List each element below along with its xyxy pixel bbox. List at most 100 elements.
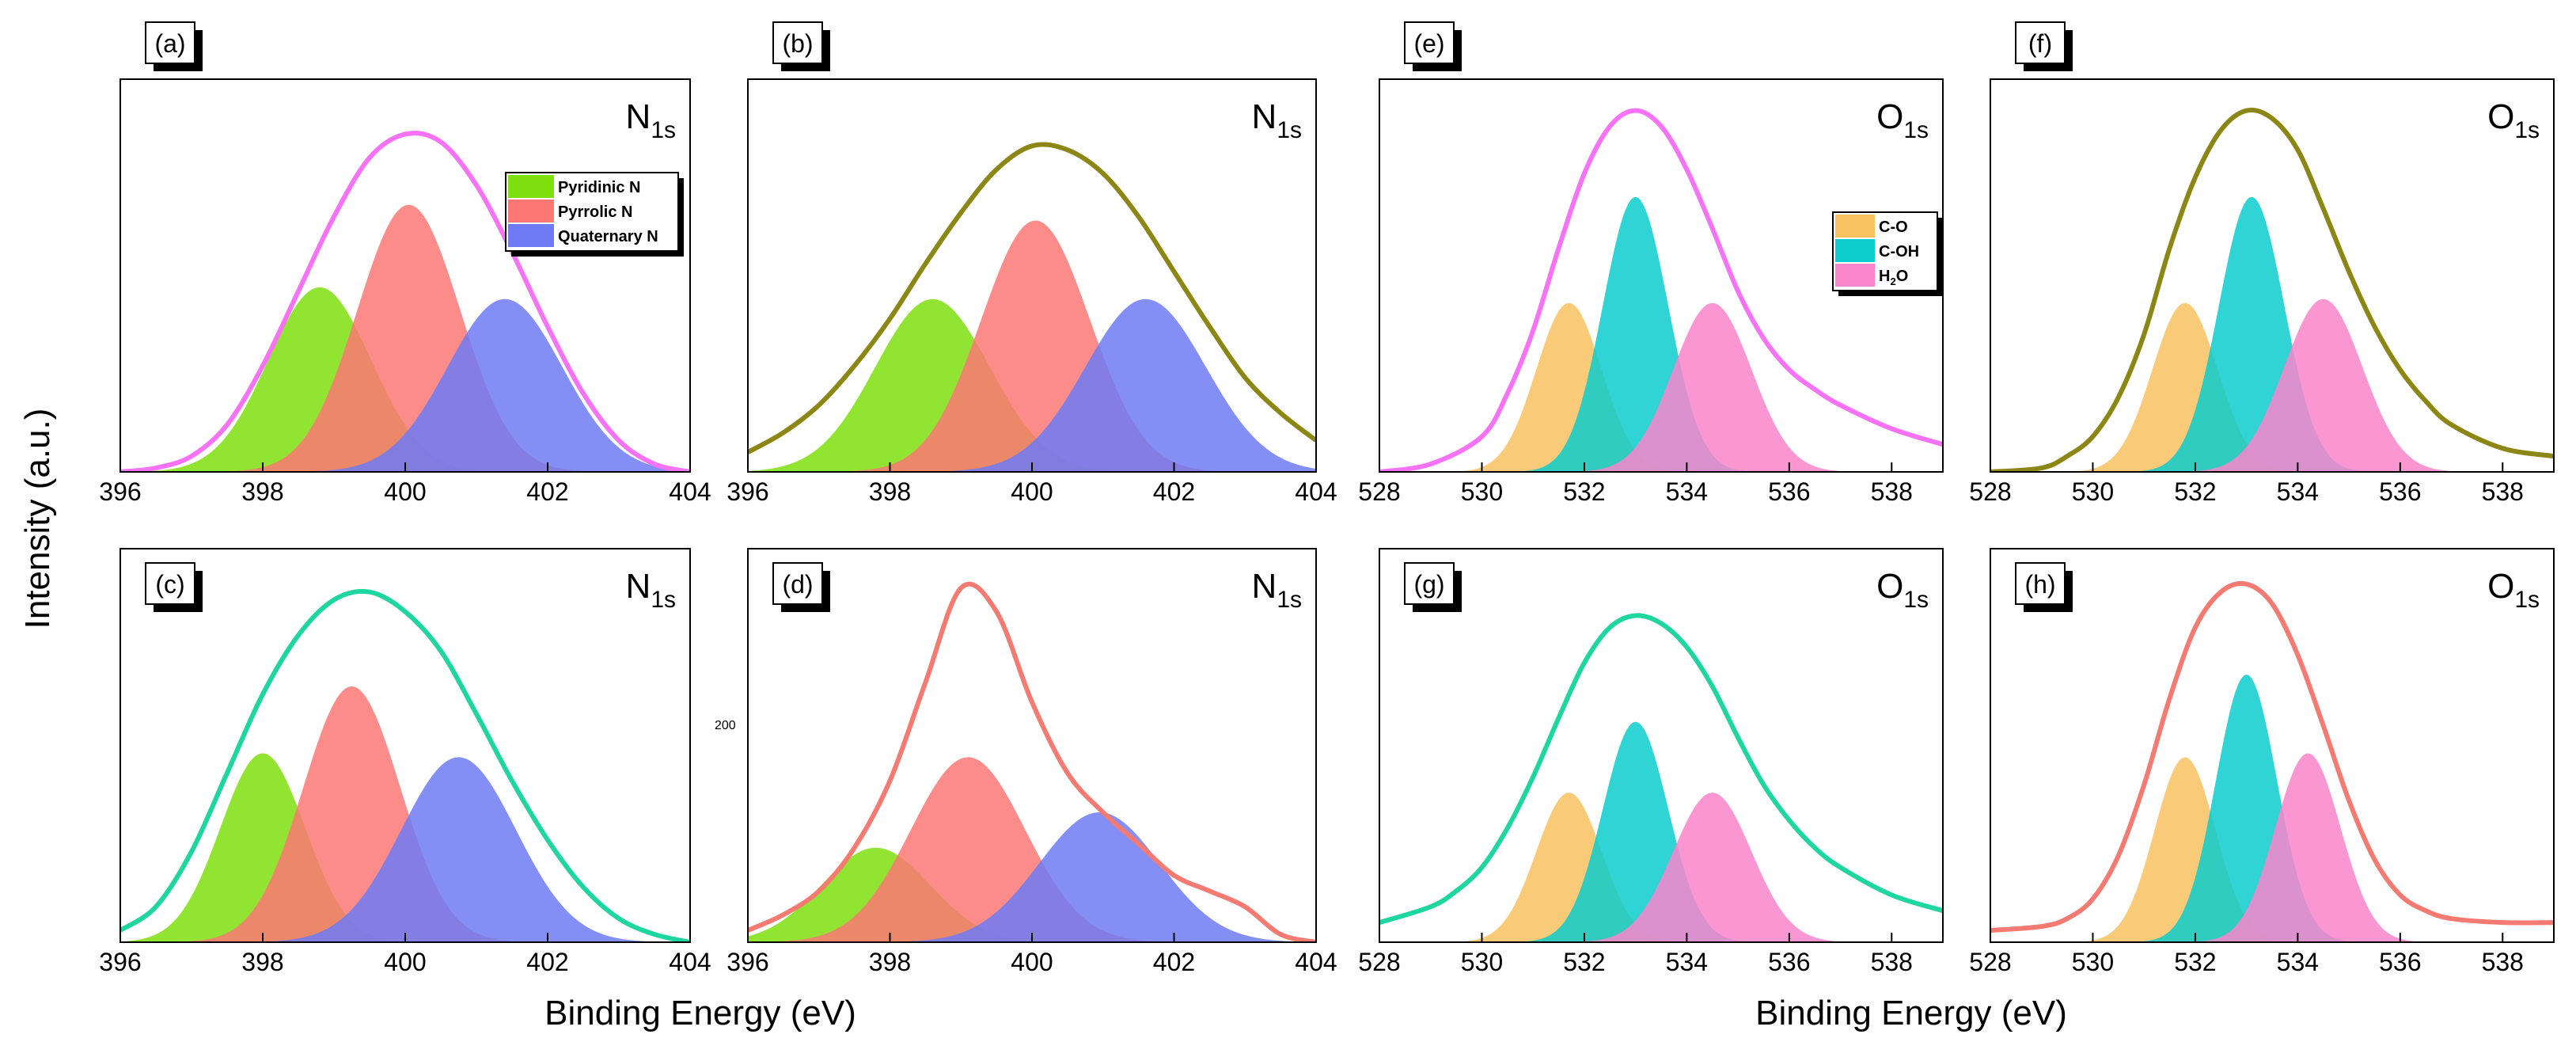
panel-a: 396 398 400 402 404 N1s (a) Pyridinic N Pyrrolic… [99,21,711,506]
panel-tag: (d) [772,562,830,612]
envelope-curve [120,131,690,472]
core-level-label: N1s [1252,567,1302,613]
peak-c-o [1379,302,1943,472]
peak-c-oh [1379,721,1943,942]
x-tick-label: 530 [1461,948,1503,976]
svg-text:(f): (f) [2028,29,2052,58]
peak-pyridinic-n [120,753,690,942]
x-tick-label: 530 [2072,948,2114,976]
x-axis-title-right: Binding Energy (eV) [1755,994,2067,1032]
legend-swatch [1835,264,1875,287]
stray-axis-label: 200 [715,719,736,732]
peak-c-o [1379,793,1943,942]
panel-frame [1990,548,2555,943]
x-tick-label: 398 [869,948,911,976]
y-axis-title: Intensity (a.u.) [18,409,57,629]
x-tick-label: 538 [1871,477,1913,506]
x-tick-label: 536 [2379,948,2421,976]
core-level-label: N1s [626,97,676,143]
x-tick-label: 396 [99,948,141,976]
svg-text:(d): (d) [782,570,813,599]
x-tick-label: 398 [241,948,283,976]
envelope-curve [1379,108,1943,472]
peak-h2o [1990,298,2554,472]
x-tick-label: 532 [1563,477,1605,506]
x-tick-label: 532 [1563,948,1605,976]
x-tick-label: 404 [669,477,711,506]
core-level-label: N1s [1252,97,1302,143]
x-tick-label: 536 [1768,948,1810,976]
core-level-label: O1s [1876,567,1929,613]
core-level-label: O1s [2487,567,2540,613]
peak-pyrrolic-n [748,220,1316,472]
panel-tag: (a) [145,21,203,71]
legend-swatch [1835,215,1875,238]
peak-h2o [1379,302,1943,472]
peak-quaternary-n [120,757,690,942]
legend-swatch [508,200,554,222]
x-tick-label: 536 [2379,477,2421,506]
legend: C-O C-OH H2O [1832,211,1943,296]
peak-pyrrolic-n [748,757,1316,942]
plot-area [1379,108,1943,472]
x-tick-label: 538 [2482,948,2524,976]
x-tick-label: 402 [1153,948,1195,976]
x-tick-label: 532 [2174,948,2216,976]
x-tick-label: 534 [1666,477,1708,506]
x-tick-label: 532 [2174,477,2216,506]
x-tick-label: 404 [1295,948,1337,976]
panel-b: 396 398 400 402 404 N1s (b) [727,21,1337,506]
peak-quaternary-n [748,298,1316,472]
panel-tag: (b) [772,21,830,71]
x-tick-label: 400 [384,948,426,976]
legend-label: C-O [1879,219,1908,236]
x-tick-label: 400 [1011,477,1053,506]
panel-tag: (e) [1404,21,1462,71]
svg-text:(h): (h) [2024,570,2055,599]
x-tick-label: 528 [1358,477,1400,506]
plot-area [120,588,690,942]
x-tick-label: 534 [1666,948,1708,976]
x-tick-label: 528 [1969,477,2011,506]
legend-label: Quaternary N [558,228,658,245]
x-tick-label: 400 [384,477,426,506]
x-tick-label: 534 [2277,948,2319,976]
x-tick-label: 528 [1358,948,1400,976]
plot-area [120,131,690,472]
x-tick-label: 530 [1461,477,1503,506]
legend: Pyridinic N Pyrrolic N Quaternary N [505,172,684,257]
core-level-label: O1s [1876,97,1929,143]
x-tick-label: 402 [526,477,568,506]
x-tick-label: 528 [1969,948,2011,976]
x-tick-label: 530 [2072,477,2114,506]
peak-h2o [1379,793,1943,942]
x-tick-label: 396 [99,477,141,506]
x-tick-label: 396 [727,948,768,976]
legend-label: C-OH [1879,243,1919,260]
x-tick-label: 404 [669,948,711,976]
panel-tag: (g) [1404,562,1462,612]
x-tick-label: 398 [869,477,911,506]
peak-h2o [1990,753,2554,942]
legend-swatch [508,224,554,247]
plot-area [748,142,1316,472]
legend-label: Pyridinic N [558,179,640,196]
peak-quaternary-n [748,812,1316,942]
panel-tag: (h) [2015,562,2073,612]
x-tick-label: 396 [727,477,768,506]
svg-text:(g): (g) [1413,570,1444,599]
plot-area [748,581,1316,942]
svg-text:(b): (b) [782,29,813,58]
panel-f: 528 530 532 534 536 538 O1s (f) [1969,21,2555,506]
panel-tag: (c) [145,562,203,612]
peak-c-oh [1990,675,2554,942]
x-axis-title-left: Binding Energy (eV) [544,994,856,1032]
core-level-label: N1s [626,567,676,613]
peak-pyridinic-n [748,298,1316,472]
peak-c-oh [1379,196,1943,472]
x-tick-label: 398 [241,477,283,506]
peak-pyridinic-n [120,287,690,472]
plot-area [1990,108,2554,472]
envelope-curve [1990,580,2554,933]
